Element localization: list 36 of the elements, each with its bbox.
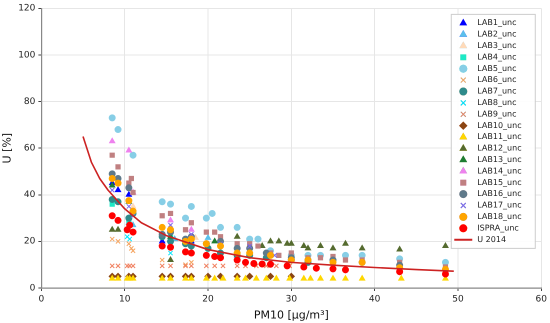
legend-label: LAB3_unc — [477, 40, 517, 50]
x-tick-label: 0 — [38, 294, 45, 305]
legend-label: LAB4_unc — [477, 52, 517, 62]
y-tick-label: 40 — [24, 190, 36, 200]
x-tick-label: 10 — [118, 294, 131, 305]
y-axis-title: U [%] — [0, 132, 14, 164]
legend-label: LAB16_unc — [477, 189, 522, 198]
x-tick-label: 20 — [202, 294, 214, 305]
x-tick-label: 60 — [536, 294, 548, 305]
legend-label: LAB1_unc — [477, 18, 517, 28]
x-tick-label: 40 — [368, 294, 381, 305]
legend-label: LAB14_unc — [477, 166, 522, 176]
y-tick-label: 20 — [24, 236, 36, 247]
y-tick-label: 100 — [18, 50, 36, 60]
legend-label: LAB11_unc — [477, 132, 522, 142]
x-tick-label: 50 — [452, 294, 464, 305]
legend-label: LAB7_unc — [477, 86, 517, 96]
y-tick-label: 120 — [18, 4, 36, 14]
legend-label: LAB10_unc — [477, 120, 522, 130]
legend-label: LAB13_unc — [477, 154, 522, 164]
legend-label: LAB9_unc — [477, 109, 517, 118]
legend-label: LAB18_unc — [477, 212, 522, 221]
legend-label: LAB15_unc — [477, 178, 522, 187]
y-tick-label: 80 — [24, 96, 36, 107]
legend-label: U 2014 — [477, 234, 506, 244]
legend-label: LAB8_unc — [477, 98, 517, 107]
legend-label: LAB6_unc — [477, 75, 517, 84]
y-tick-label: 60 — [24, 144, 36, 154]
legend-label: ISPRA_unc — [477, 223, 519, 232]
x-tick-label: 30 — [286, 294, 298, 305]
legend-label: LAB17_unc — [477, 200, 522, 210]
legend-label: LAB5_unc — [477, 64, 517, 73]
y-tick-label: 0 — [30, 283, 36, 294]
legend-label: LAB2_unc — [477, 30, 517, 39]
legend-label: LAB12_unc — [477, 144, 522, 153]
x-axis-title: PM10 [µg/m³] — [254, 308, 329, 322]
